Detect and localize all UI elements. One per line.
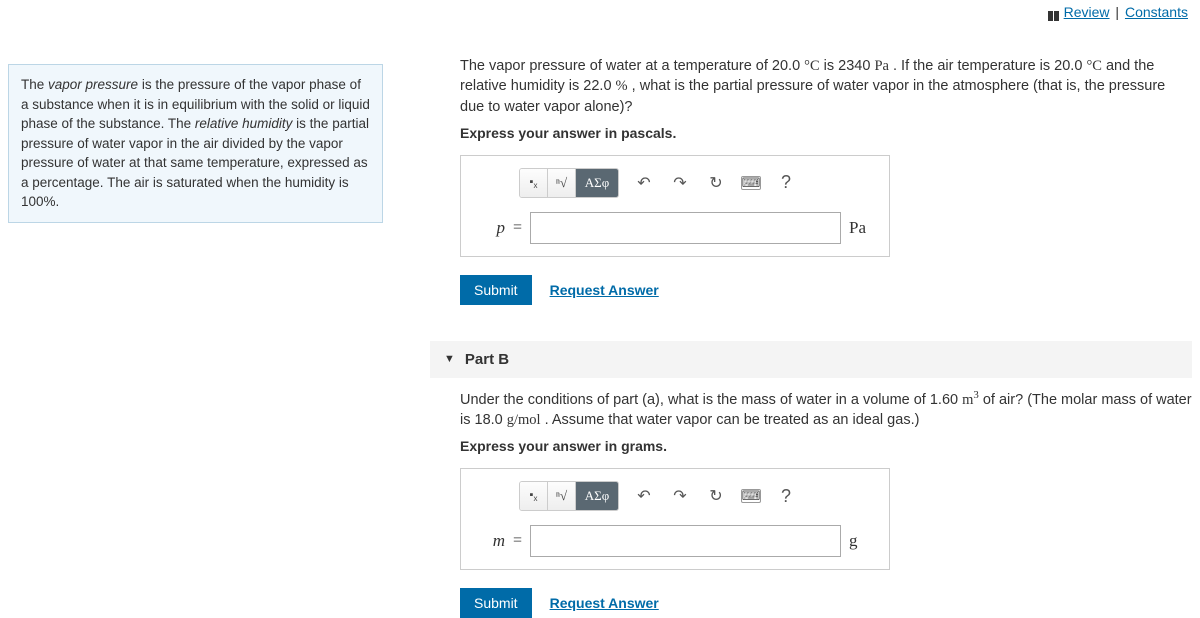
part-b-input-row: m = g [473, 525, 877, 557]
equals-sign: = [513, 219, 522, 237]
part-a-answer-box: ▪x ⁿ√ ΑΣφ ↶ ↷ ↻ ⌨ ? p = Pa [460, 155, 890, 257]
keyboard-button[interactable]: ⌨ [741, 176, 761, 190]
templates-button[interactable]: ▪x [520, 482, 548, 510]
sqrt-button[interactable]: ⁿ√ [548, 169, 576, 197]
unit-label: g [849, 531, 877, 551]
help-button[interactable]: ? [775, 172, 797, 194]
part-a-prompt: The vapor pressure of water at a tempera… [460, 56, 1192, 117]
part-b-instruction: Express your answer in grams. [460, 438, 1192, 454]
part-b-title: Part B [465, 351, 509, 368]
redo-button[interactable]: ↷ [669, 485, 691, 507]
submit-button[interactable]: Submit [460, 588, 532, 618]
keyboard-button[interactable]: ⌨ [741, 489, 761, 503]
undo-button[interactable]: ↶ [633, 172, 655, 194]
main-content: The vapor pressure of water at a tempera… [430, 10, 1192, 575]
reset-button[interactable]: ↻ [705, 485, 727, 507]
request-answer-link[interactable]: Request Answer [550, 595, 659, 611]
part-a-submit-row: Submit Request Answer [460, 275, 1192, 305]
variable-label: p [473, 218, 505, 238]
submit-button[interactable]: Submit [460, 275, 532, 305]
redo-button[interactable]: ↷ [669, 172, 691, 194]
part-b-answer-box: ▪x ⁿ√ ΑΣφ ↶ ↷ ↻ ⌨ ? m = g [460, 468, 890, 570]
equation-toolbar-b: ▪x ⁿ√ ΑΣφ ↶ ↷ ↻ ⌨ ? [519, 481, 877, 511]
format-tool-group-b: ▪x ⁿ√ ΑΣφ [519, 481, 619, 511]
sqrt-button[interactable]: ⁿ√ [548, 482, 576, 510]
part-b-submit-row: Submit Request Answer [460, 588, 1192, 618]
part-b-prompt: Under the conditions of part (a), what i… [460, 388, 1192, 430]
part-b-answer-input[interactable] [530, 525, 841, 557]
collapse-caret-icon: ▼ [444, 353, 455, 365]
greek-button[interactable]: ΑΣφ [576, 169, 618, 197]
greek-button[interactable]: ΑΣφ [576, 482, 618, 510]
variable-label: m [473, 531, 505, 551]
format-tool-group: ▪x ⁿ√ ΑΣφ [519, 168, 619, 198]
help-button[interactable]: ? [775, 485, 797, 507]
part-b-header[interactable]: ▼ Part B [430, 341, 1192, 378]
equation-toolbar: ▪x ⁿ√ ΑΣφ ↶ ↷ ↻ ⌨ ? [519, 168, 877, 198]
part-a-answer-input[interactable] [530, 212, 841, 244]
undo-button[interactable]: ↶ [633, 485, 655, 507]
part-a-instruction: Express your answer in pascals. [460, 125, 1192, 141]
sidebar-text: The vapor pressure is the pressure of th… [21, 77, 370, 209]
reset-button[interactable]: ↻ [705, 172, 727, 194]
request-answer-link[interactable]: Request Answer [550, 282, 659, 298]
unit-label: Pa [849, 218, 877, 238]
definition-sidebar: The vapor pressure is the pressure of th… [8, 64, 383, 223]
equals-sign: = [513, 532, 522, 550]
templates-button[interactable]: ▪x [520, 169, 548, 197]
part-a-input-row: p = Pa [473, 212, 877, 244]
